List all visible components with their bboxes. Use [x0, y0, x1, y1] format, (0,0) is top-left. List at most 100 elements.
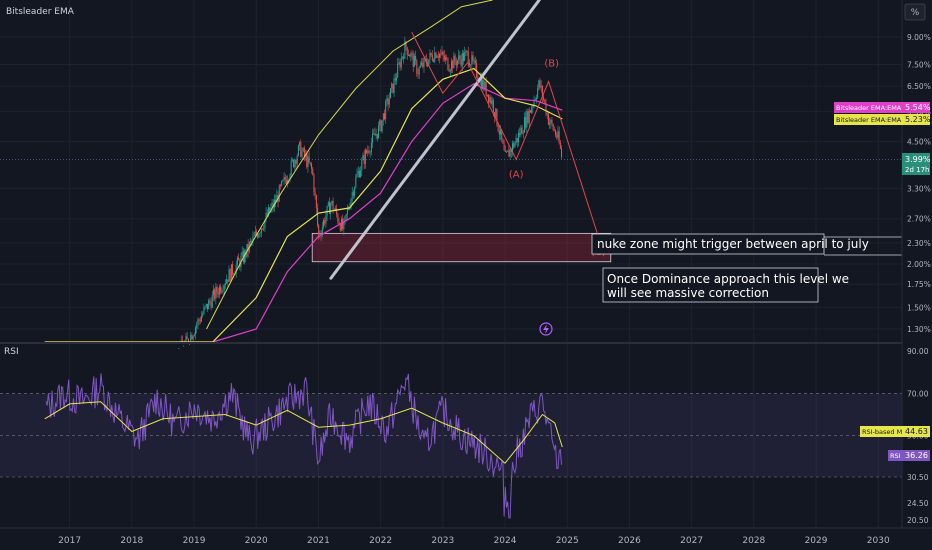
candle-body: [384, 113, 386, 120]
rsi-value-label: RSI 36.26: [888, 450, 930, 461]
candle-body: [447, 57, 449, 70]
rsi-band: [0, 393, 902, 477]
rsi-ma-label-name: RSI-based MA: [862, 428, 907, 436]
candle-body: [442, 51, 444, 56]
rsi-tick-label: 90.00: [907, 347, 929, 356]
candle-body: [509, 149, 511, 157]
candle-body: [327, 202, 329, 206]
candle-body: [328, 202, 330, 214]
candle-body: [332, 201, 334, 211]
candle-body: [440, 53, 442, 55]
ema-100-label: Bitsleader EMA:EMA 100 5.54%: [834, 102, 931, 113]
nuke-zone-box: [311, 232, 612, 263]
candle-body: [520, 127, 522, 136]
candle-body: [541, 85, 543, 98]
candle-body: [403, 56, 405, 59]
event-marker[interactable]: [539, 322, 553, 336]
ema-50-label-value: 5.23%: [905, 115, 931, 124]
candle-body: [271, 203, 273, 208]
candle-body: [352, 192, 354, 196]
candle-body: [247, 244, 249, 252]
candle-body: [453, 55, 455, 69]
candle-body: [250, 241, 252, 243]
price-tick-label: 1.50%: [907, 303, 931, 312]
candle-body: [423, 58, 425, 68]
candle-body: [539, 80, 541, 88]
candle-body: [555, 130, 557, 136]
candle-body: [199, 320, 201, 322]
candle-body: [497, 125, 499, 132]
candle-body: [196, 324, 198, 328]
candle-body: [398, 62, 400, 64]
candle-body: [357, 170, 359, 174]
candle-body: [252, 236, 254, 242]
candle-body: [293, 159, 295, 167]
candle-body: [309, 162, 311, 164]
candle-body: [340, 219, 342, 231]
annotation-nuke-zone-text: nuke zone might trigger between april to…: [597, 237, 869, 251]
candle-body: [259, 233, 261, 234]
candle-body: [369, 152, 371, 153]
rsi-ma-label: RSI-based MA 44.63: [860, 426, 930, 437]
candle-body: [241, 251, 243, 257]
wave-label: (B): [544, 59, 559, 70]
candle-body: [522, 132, 524, 134]
candle-body: [366, 150, 368, 153]
annotation-correction-line-1: Once Dominance approach this level we: [607, 272, 849, 286]
candle-body: [417, 73, 419, 75]
candle-body: [458, 55, 460, 61]
price-tick-label: 2.70%: [907, 215, 931, 224]
candle-body: [472, 55, 474, 62]
price-tick-label: 3.30%: [907, 184, 931, 193]
candle-body: [258, 233, 260, 238]
candle-body: [343, 220, 345, 230]
candle-body: [503, 143, 505, 151]
candle-body: [285, 180, 287, 184]
candle-body: [235, 264, 237, 274]
candle-body: [557, 131, 559, 138]
time-tick-label: 2027: [680, 536, 703, 546]
candle-body: [387, 98, 389, 105]
candle-body: [312, 168, 314, 175]
candle-body: [452, 60, 454, 69]
candle-body: [470, 64, 472, 66]
percent-toggle-button[interactable]: %: [904, 3, 926, 21]
time-tick-label: 2022: [369, 536, 392, 546]
candle-body: [558, 131, 560, 143]
candle-body: [375, 134, 377, 136]
candle-body: [372, 133, 374, 143]
candle-body: [221, 290, 223, 293]
candle-body: [283, 176, 285, 181]
candle-body: [495, 108, 497, 118]
candle-body: [516, 137, 518, 143]
candle-body: [378, 125, 380, 138]
rsi-tick-label: 70.00: [907, 389, 929, 398]
candle-body: [538, 80, 540, 89]
price-tick-label: 4.50%: [907, 138, 931, 147]
candle-body: [318, 224, 320, 235]
time-tick-label: 2023: [431, 536, 454, 546]
candle-body: [361, 160, 363, 171]
time-tick-label: 2029: [805, 536, 828, 546]
candle-body: [336, 208, 338, 215]
candle-body: [210, 302, 212, 308]
candle-body: [190, 334, 192, 342]
candle-body: [476, 63, 478, 77]
candle-body: [400, 57, 402, 68]
candle-body: [228, 269, 230, 282]
candle-body: [544, 99, 546, 103]
time-axis-ticks[interactable]: 2017 2018 2019 2020 2021 2022 2023 2024 2025 2026…: [58, 536, 890, 546]
candle-body: [533, 99, 535, 106]
candle-body: [193, 334, 195, 337]
rsi-ma-label-value: 44.63: [905, 427, 928, 436]
candle-body: [222, 290, 224, 292]
trendline: [329, 0, 541, 280]
candle-body: [422, 62, 424, 68]
candle-body: [498, 131, 500, 135]
candle-body: [490, 97, 492, 104]
candle-body: [521, 127, 523, 134]
candle-body: [513, 143, 515, 148]
candle-body: [465, 51, 467, 53]
candle-body: [484, 82, 486, 90]
price-tick-label: 7.50%: [907, 61, 931, 70]
